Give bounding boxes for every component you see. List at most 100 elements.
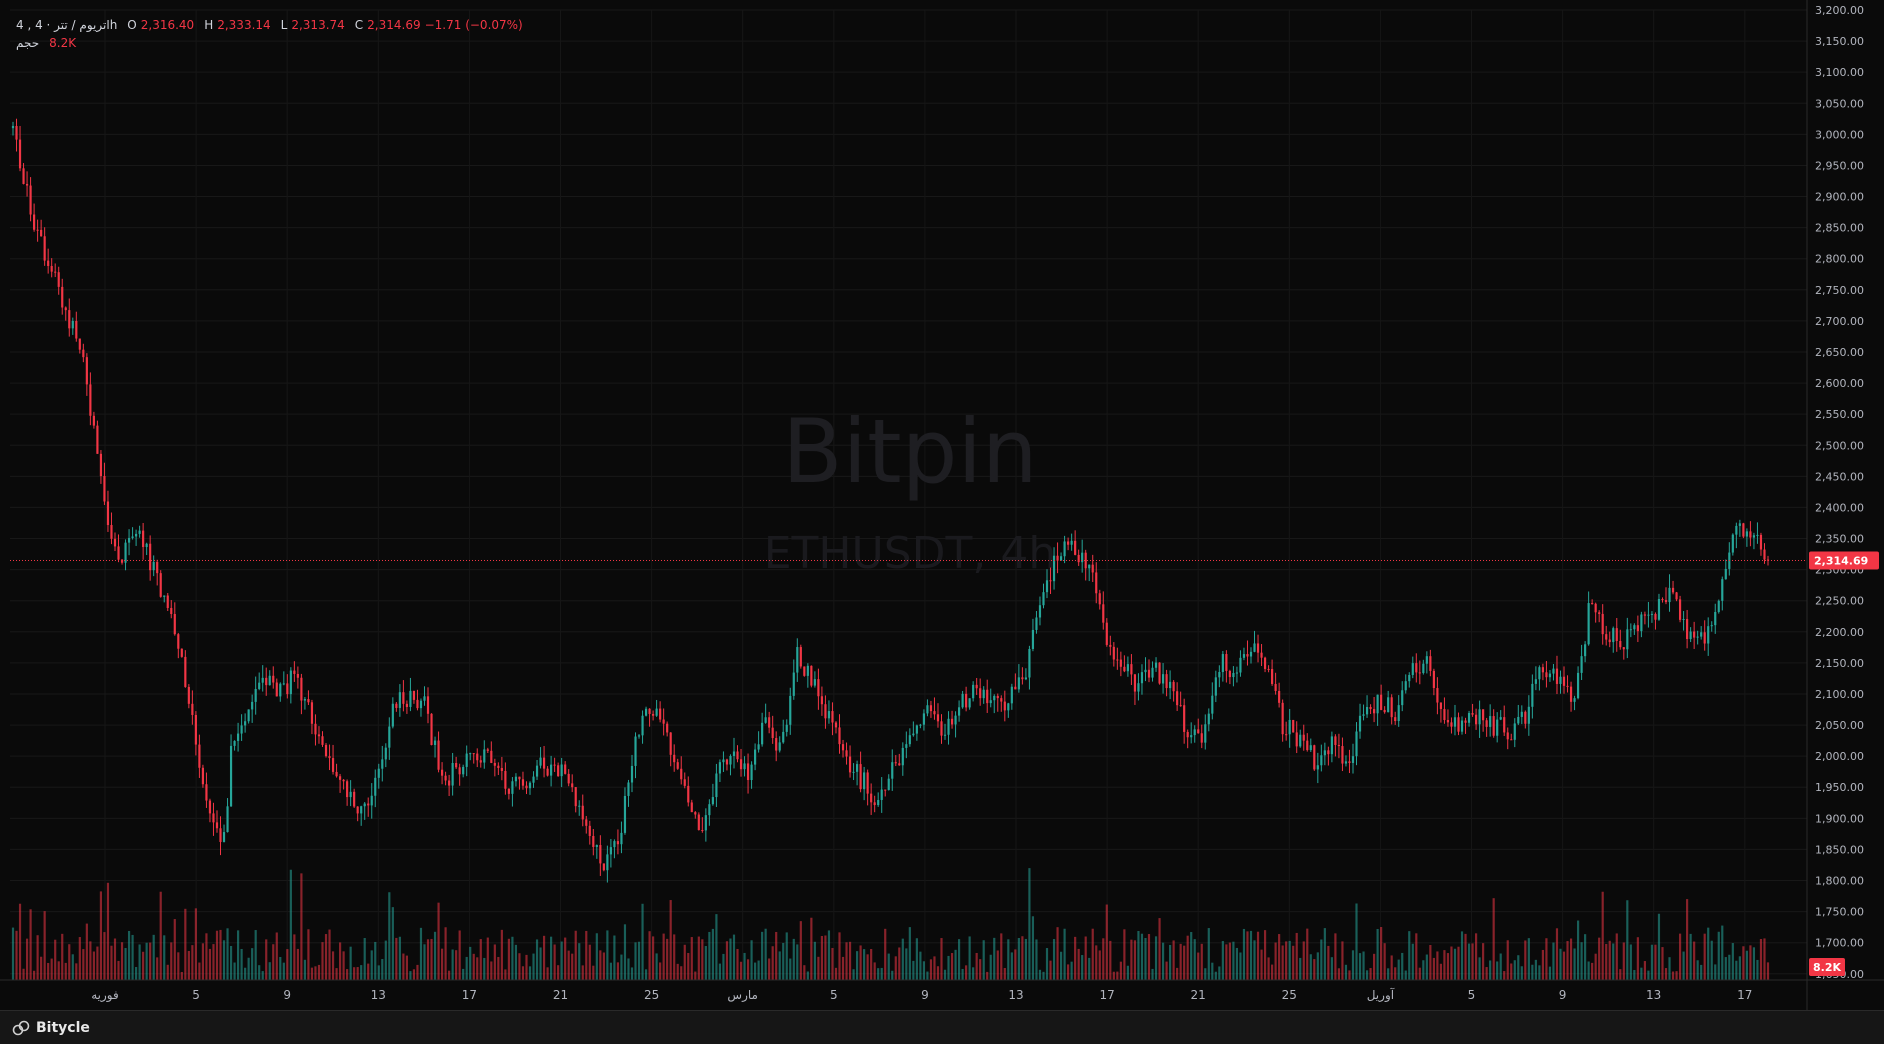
volume-bar (1158, 918, 1161, 980)
candle-body (1316, 765, 1319, 770)
volume-bar (33, 970, 36, 980)
candle-body (1218, 672, 1221, 678)
candle-body (1373, 709, 1376, 714)
volume-bar (490, 961, 493, 980)
candle-body (426, 696, 430, 714)
volume-bar (834, 967, 838, 980)
price-tick-label: 2,350.00 (1815, 533, 1864, 546)
candle-body (184, 656, 187, 687)
volume-bar (120, 942, 124, 980)
candle-body (1548, 673, 1552, 678)
time-axis[interactable]: فوریه 5 9 13 17 21 25 مارس 5 9 13 17 21 25 آوریل 5 9 13 17 (0, 979, 1884, 1003)
volume-bar (1207, 928, 1210, 980)
volume-bar (884, 928, 887, 980)
volume-bar (1239, 952, 1242, 980)
candle-body (113, 538, 117, 547)
candle-body (1467, 713, 1471, 723)
candle-body (1263, 657, 1267, 669)
candle-body (848, 756, 852, 773)
candle-body (198, 744, 201, 768)
candle-body (775, 738, 778, 751)
candle-body (1362, 714, 1365, 716)
volume-bar (307, 929, 310, 980)
time-tick-label: 25 (1282, 988, 1297, 1002)
volume-bar (588, 944, 591, 980)
volume-bar (637, 941, 641, 980)
volume-bar (676, 963, 679, 980)
candle-body (634, 736, 637, 766)
symbol-label[interactable]: 4 , اتریوم / تتر · 4h (16, 18, 118, 32)
open-value: 2,316.40 (140, 18, 195, 32)
volume-bar (641, 903, 644, 980)
candle-body (1007, 703, 1010, 711)
chart-frame[interactable]: Bitpin ETHUSDT, 4h 3,200.00 3,150.00 3,100… (0, 0, 1884, 1010)
volume-bar (817, 956, 820, 980)
volume-bar (778, 951, 781, 980)
volume-bar (542, 935, 546, 980)
time-tick-label: 5 (830, 988, 838, 1002)
candle-body (1348, 761, 1351, 763)
candle-body (1464, 720, 1467, 723)
candle-body (507, 788, 510, 794)
volume-bar (275, 932, 278, 980)
volume-bar (1576, 920, 1580, 980)
candle-body (535, 765, 539, 777)
candle-body (455, 762, 458, 768)
candle-body (1232, 673, 1235, 678)
volume-bar (1007, 939, 1010, 980)
candle-body (458, 767, 461, 775)
candle-body (307, 699, 310, 703)
volume-bar (472, 953, 475, 980)
candle-body (127, 537, 131, 543)
volume-bar (771, 946, 774, 980)
volume-bar (25, 938, 29, 980)
volume-bar (166, 964, 169, 980)
footer-brand[interactable]: Bitycle (36, 1019, 90, 1036)
candle-body (1035, 617, 1038, 630)
price-tick-label: 2,800.00 (1815, 253, 1864, 266)
candle-body (1436, 688, 1439, 703)
candle-body (1700, 632, 1703, 637)
candle-body (440, 769, 444, 776)
bitycle-logo-icon[interactable] (12, 1019, 30, 1037)
candle-body (68, 310, 71, 329)
time-tick-label: فوریه (91, 988, 119, 1003)
candle-body (71, 320, 74, 329)
candle-body (1668, 587, 1671, 603)
volume-bar (1017, 938, 1020, 980)
volume-badge: 8.2K (1809, 958, 1845, 976)
price-axis-panel[interactable] (1807, 0, 1884, 1010)
candle-body (514, 776, 518, 782)
volume-bar (571, 953, 574, 980)
volume-bar (824, 935, 827, 980)
volume-bar (655, 953, 658, 980)
volume-bar (1608, 940, 1611, 980)
volume-bar (486, 937, 489, 980)
candle-body (208, 800, 212, 814)
candle-body (331, 758, 335, 772)
candle-body (820, 696, 824, 705)
volume-bar (47, 962, 50, 980)
candle-body (75, 320, 78, 339)
price-axis[interactable]: 3,200.00 3,150.00 3,100.00 3,050.00 3,000.00… (1806, 0, 1884, 1010)
candle-body (1460, 720, 1464, 732)
candlestick-chart[interactable]: Bitpin ETHUSDT, 4h 3,200.00 3,150.00 3,100… (0, 0, 1884, 1010)
candle-body (1137, 683, 1140, 692)
volume-bar (1133, 940, 1137, 980)
candle-body (986, 689, 989, 704)
candle-body (1650, 613, 1654, 615)
volume-bar (279, 956, 282, 980)
volume-bar (1323, 928, 1326, 980)
candle-body (430, 713, 433, 745)
watermark: Bitpin ETHUSDT, 4h (764, 400, 1057, 579)
volume-bar (887, 953, 890, 980)
candle-body (694, 812, 697, 815)
candle-body (908, 735, 911, 745)
candle-body (1116, 659, 1119, 661)
candle-body (1527, 706, 1530, 724)
volume-bar (722, 953, 725, 980)
candle-body (1077, 554, 1080, 563)
candle-body (201, 767, 205, 785)
volume-bar (690, 937, 693, 980)
volume-bar (64, 962, 67, 980)
